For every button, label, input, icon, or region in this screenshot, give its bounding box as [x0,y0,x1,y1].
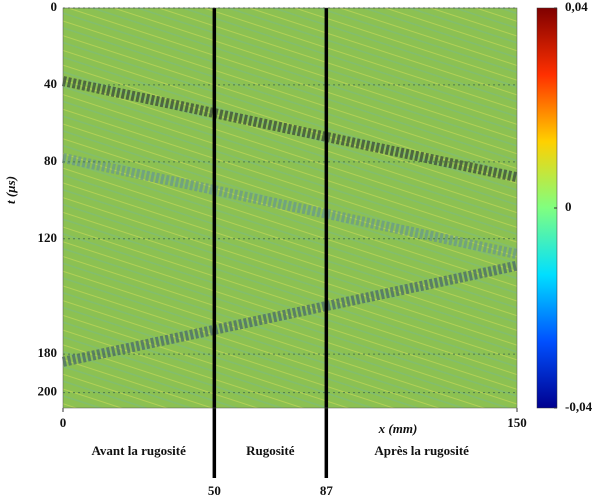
region-label: Rugosité [246,443,295,458]
wavefront [61,76,519,183]
y-tick-label: 120 [38,230,58,245]
wavefront [61,153,519,260]
x-tick-label: 150 [507,415,527,430]
boundary-label: 87 [320,483,334,498]
colorbar-tick-label: 0,04 [565,0,588,14]
region-label: Après la rugosité [374,443,469,458]
y-tick-label: 200 [38,384,58,399]
wavefront [61,260,519,367]
y-tick-label: 80 [44,153,57,168]
x-tick-label: 0 [60,415,67,430]
plot-frame [62,7,518,409]
y-tick-label: 40 [44,76,57,91]
x-axis-label: x (mm) [378,421,418,436]
boundary-label: 50 [208,483,221,498]
y-axis-label: t (µs) [3,176,18,204]
colorbar-tick-label: -0,04 [565,399,593,414]
region-label: Avant la rugosité [91,443,186,458]
y-tick-label: 0 [51,0,58,14]
y-tick-label: 180 [38,345,58,360]
colorbar-tick-label: 0 [565,199,572,214]
